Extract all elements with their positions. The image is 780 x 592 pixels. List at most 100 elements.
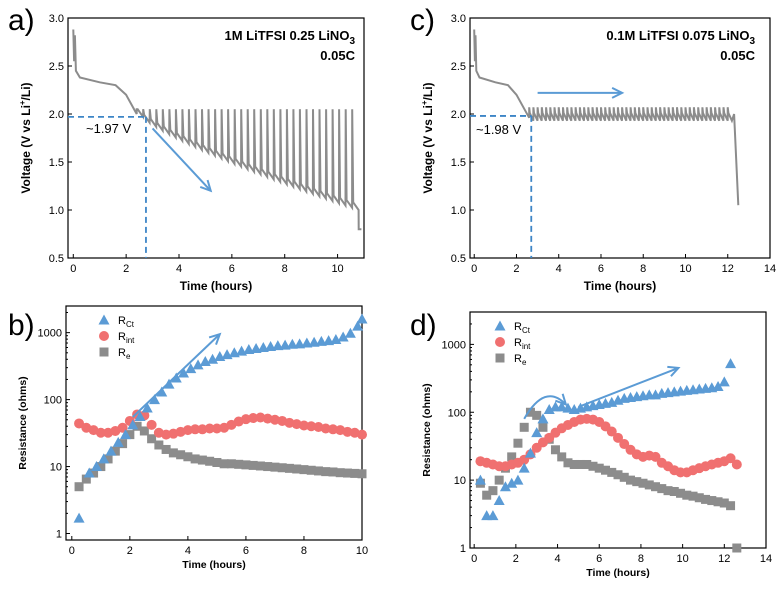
legend-label-main-b: R	[118, 331, 126, 343]
panel-c-note-line1-sub: 3	[749, 36, 755, 47]
point-R_e-b	[226, 459, 236, 469]
point-R_int-b	[197, 424, 208, 435]
x-tick-label-b: 2	[127, 545, 133, 557]
panel-c-annotation: ~1.98 V	[476, 122, 522, 137]
point-R_e-d	[713, 497, 723, 507]
point-R_e-b	[357, 469, 367, 479]
legend-marker-d	[495, 353, 505, 363]
point-R_Ct-d	[487, 510, 499, 521]
point-R_e-d	[588, 461, 598, 471]
y-tick-label-c: 1.0	[451, 205, 466, 217]
legend-label-sub-d: e	[522, 358, 527, 367]
point-R_int-b	[211, 423, 222, 434]
point-R_Ct-b	[286, 338, 298, 349]
x-tick-label-a: 6	[229, 263, 235, 275]
point-R_e-b	[125, 430, 135, 440]
trend-arrow-b	[132, 333, 221, 418]
x-tick-label-d: 2	[513, 553, 519, 565]
point-R_Ct-d	[474, 474, 486, 485]
point-R_int-b	[248, 413, 259, 424]
trend-arrow-head-d	[667, 365, 681, 377]
point-R_Ct-b	[141, 402, 153, 413]
legend-label-b: Rint	[118, 331, 135, 345]
y-axis-title-main-c: Voltage (V vs Li	[421, 105, 435, 193]
y-tick-label-b: 1	[56, 529, 62, 541]
point-R_e-d	[726, 501, 736, 511]
point-R_Ct-d	[506, 477, 518, 488]
point-R_Ct-b	[83, 467, 95, 478]
x-tick-label-d: 8	[638, 553, 644, 565]
point-R_e-b	[190, 454, 200, 464]
point-R_Ct-b	[352, 320, 364, 331]
point-R_e-d	[569, 459, 579, 469]
point-R_e-d	[707, 496, 717, 506]
voltage-plot-a	[68, 29, 362, 258]
y-tick-label-a: 3.0	[49, 13, 64, 25]
y-axis-title-sup-a: +	[18, 100, 27, 105]
panel-c-note-line1-main: 0.1M LiTFSI 0.075 LiNO	[606, 28, 749, 43]
y-tick-label-c: 1.5	[451, 157, 466, 169]
y-axis-title-d: Resistance (ohms)	[421, 383, 433, 476]
x-tick-label-c: 0	[471, 263, 477, 275]
y-tick-label-a: 1.0	[49, 205, 64, 217]
series-R_e-b	[74, 421, 367, 492]
point-R_e-d	[519, 422, 529, 432]
panel-letter-a: a)	[8, 4, 35, 37]
y-tick-label-c: 2.5	[451, 61, 466, 73]
legend-label-main-d: R	[514, 337, 522, 349]
panel-letter-b: b)	[8, 309, 35, 342]
point-R_e-d	[663, 486, 673, 496]
point-R_e-d	[626, 475, 636, 485]
point-R_Ct-d	[556, 401, 568, 412]
point-R_int-b	[342, 426, 353, 437]
panel-a-note-line1-sub: 3	[349, 36, 355, 47]
legend-label-sub-b: int	[126, 336, 135, 345]
point-R_e-b	[321, 467, 331, 477]
point-R_e-b	[219, 459, 229, 469]
legend-label-main-d: R	[514, 353, 522, 365]
point-R_int-d	[613, 432, 623, 443]
legend-label-sub-b: Ct	[126, 320, 135, 329]
point-R_e-d	[632, 477, 642, 487]
point-R_e-b	[212, 457, 222, 467]
panel-a-note-line1-main: 1M LiTFSI 0.25 LiNO	[224, 28, 349, 43]
y-tick-label-c: 2.0	[451, 109, 466, 121]
point-R_e-d	[676, 488, 686, 498]
point-R_int-b	[146, 419, 157, 430]
x-tick-label-b: 8	[301, 545, 307, 557]
plot-frame-a	[67, 17, 365, 259]
y-axis-title-end-c: /Li)	[421, 82, 435, 100]
point-R_e-d	[619, 472, 629, 482]
point-R_e-d	[513, 438, 523, 448]
point-R_e-b	[110, 446, 120, 456]
point-R_Ct-b	[156, 386, 168, 397]
point-R_e-b	[270, 462, 280, 472]
panel-c-note-line1: 0.1M LiTFSI 0.075 LiNO3	[606, 28, 755, 47]
point-R_e-d	[600, 465, 610, 475]
point-R_Ct-b	[337, 331, 349, 342]
legend-label-sub-b: e	[126, 352, 131, 361]
panel-a-note-line2: 0.05C	[320, 48, 355, 63]
legend-label-d: Rint	[514, 337, 531, 351]
point-R_e-d	[644, 480, 654, 490]
legend-marker-d	[494, 320, 506, 331]
point-R_Ct-b	[344, 327, 356, 338]
y-tick-label-b: 100	[44, 395, 62, 407]
point-R_e-b	[299, 465, 309, 475]
point-R_e-d	[694, 493, 704, 503]
point-R_e-d	[494, 475, 504, 485]
point-R_int-b	[182, 425, 193, 436]
point-R_e-d	[688, 491, 698, 501]
point-R_e-d	[575, 459, 585, 469]
y-tick-label-a: 1.5	[49, 157, 64, 169]
point-R_e-b	[168, 448, 178, 458]
point-R_e-d	[594, 463, 604, 473]
point-R_e-b	[139, 426, 149, 436]
legend-label-d: Re	[514, 353, 527, 367]
axes-d: 0 2 4 6 8 10 12 14 1 10 100 1000 Time (hours) Resista…	[421, 311, 772, 579]
y-axis-title-main-a: Voltage (V vs Li	[19, 105, 33, 193]
point-R_e-b	[176, 450, 186, 460]
legend-label-sub-d: int	[522, 342, 531, 351]
